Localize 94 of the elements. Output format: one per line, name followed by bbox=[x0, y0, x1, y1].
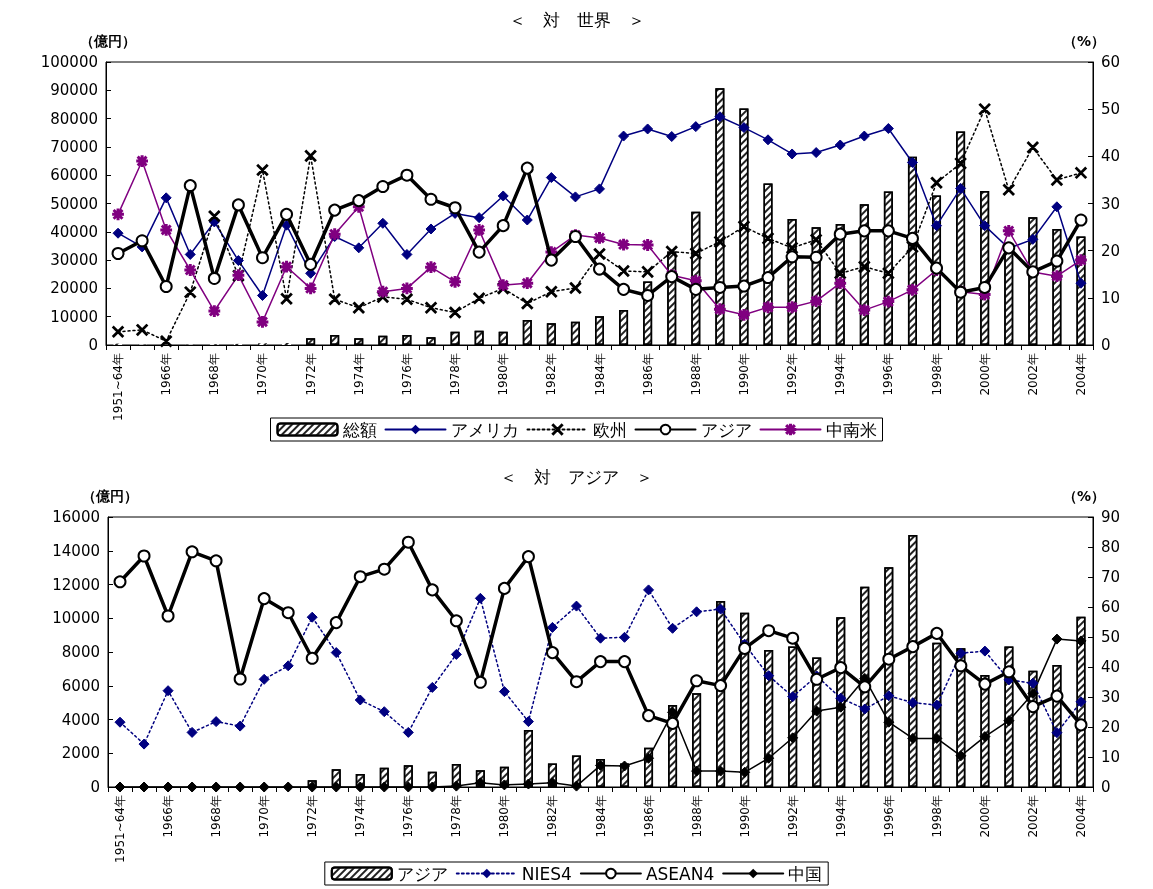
x-tick-label: 1996年 bbox=[881, 795, 896, 838]
y2-tick-label: 70 bbox=[1101, 568, 1121, 586]
legend-label: アジア bbox=[700, 419, 752, 440]
y2-tick-label: 60 bbox=[1101, 598, 1121, 616]
x-tick-label: 1996年 bbox=[881, 353, 896, 396]
x-tick-label: 1982年 bbox=[544, 353, 559, 396]
x-tick-label: 1992年 bbox=[785, 353, 800, 396]
x-tick-label: 1970年 bbox=[257, 795, 272, 838]
x-tick-label: 1966年 bbox=[159, 353, 174, 396]
y-axis-title: （億円） bbox=[80, 33, 136, 49]
y-tick-label: 100000 bbox=[40, 53, 98, 71]
y2-tick-label: 10 bbox=[1101, 748, 1121, 766]
x-tick-label: 1984年 bbox=[593, 795, 608, 838]
x-tick-label: 1988年 bbox=[689, 795, 704, 838]
y-tick-label: 6000 bbox=[61, 676, 100, 695]
x-tick-label: 1980年 bbox=[497, 795, 512, 838]
y2-tick-label: 30 bbox=[1101, 194, 1121, 213]
y2-tick-label: 10 bbox=[1101, 288, 1121, 307]
x-tick-label: 2002年 bbox=[1025, 353, 1040, 396]
legend-label: 欧州 bbox=[592, 419, 627, 440]
y-tick-label: 10000 bbox=[50, 307, 98, 326]
x-tick-label: 1986年 bbox=[640, 353, 655, 396]
y-tick-label: 30000 bbox=[50, 251, 98, 270]
x-tick-label: 1998年 bbox=[929, 795, 944, 838]
y-tick-label: 40000 bbox=[50, 222, 98, 241]
x-tick-label: 2000年 bbox=[977, 795, 992, 838]
y2-tick-label: 60 bbox=[1101, 53, 1121, 71]
y2-axis-title: （%） bbox=[1063, 33, 1106, 49]
x-tick-label: 1978年 bbox=[449, 795, 464, 838]
x-tick-label: 1990年 bbox=[737, 795, 752, 838]
x-tick-label: 1972年 bbox=[305, 795, 320, 838]
y2-tick-label: 20 bbox=[1101, 241, 1121, 260]
x-tick-label: 1988年 bbox=[688, 353, 703, 396]
x-tick-label: 1974年 bbox=[353, 795, 368, 838]
legend-label: NIES4 bbox=[521, 863, 572, 884]
y-tick-label: 10000 bbox=[52, 609, 100, 628]
x-tick-label: 1968年 bbox=[207, 353, 222, 396]
y2-tick-label: 40 bbox=[1101, 658, 1121, 676]
y-axis-title: （億円） bbox=[82, 488, 138, 504]
y2-tick-label: 80 bbox=[1101, 538, 1121, 556]
x-tick-label: 1951~64年 bbox=[113, 795, 128, 863]
legend-label: アメリカ bbox=[450, 419, 519, 440]
y2-tick-label: 40 bbox=[1101, 147, 1121, 166]
y2-tick-label: 30 bbox=[1101, 688, 1121, 706]
y2-tick-label: 50 bbox=[1101, 628, 1121, 646]
y-tick-label: 70000 bbox=[50, 137, 98, 156]
x-tick-label: 1990年 bbox=[736, 353, 751, 396]
y-tick-label: 80000 bbox=[50, 109, 98, 128]
x-tick-label: 2004年 bbox=[1073, 795, 1088, 838]
y-tick-label: 4000 bbox=[61, 710, 100, 729]
x-tick-label: 1984年 bbox=[592, 353, 607, 396]
legend-label: アジア bbox=[396, 863, 448, 884]
x-tick-label: 1994年 bbox=[833, 795, 848, 838]
x-tick-label: 1986年 bbox=[641, 795, 656, 838]
x-tick-label: 2000年 bbox=[977, 353, 992, 396]
x-tick-label: 1976年 bbox=[399, 353, 414, 396]
x-tick-label: 1982年 bbox=[545, 795, 560, 838]
y2-tick-label: 0 bbox=[1101, 336, 1111, 354]
x-tick-label: 1974年 bbox=[351, 353, 366, 396]
y-tick-label: 12000 bbox=[52, 575, 100, 594]
x-tick-label: 1951~64年 bbox=[111, 353, 126, 421]
x-tick-label: 1998年 bbox=[929, 353, 944, 396]
y2-tick-label: 20 bbox=[1101, 718, 1121, 736]
x-tick-label: 2002年 bbox=[1025, 795, 1040, 838]
y-tick-label: 50000 bbox=[50, 194, 98, 213]
y-tick-label: 20000 bbox=[50, 279, 98, 298]
y-tick-label: 8000 bbox=[61, 643, 100, 661]
legend-label: 中国 bbox=[788, 863, 823, 884]
x-tick-label: 1978年 bbox=[448, 353, 463, 396]
x-tick-label: 1976年 bbox=[401, 795, 416, 838]
y2-tick-label: 50 bbox=[1101, 100, 1121, 119]
x-tick-label: 1994年 bbox=[833, 353, 848, 396]
x-tick-label: 1968年 bbox=[209, 795, 224, 838]
y-tick-label: 90000 bbox=[50, 81, 98, 100]
x-tick-label: 1980年 bbox=[496, 353, 511, 396]
x-tick-label: 1972年 bbox=[303, 353, 318, 396]
chart-title: ＜ 対 アジア ＞ bbox=[500, 466, 653, 487]
legend-label: 中南米 bbox=[825, 419, 877, 440]
y2-axis-title: （%） bbox=[1063, 488, 1106, 504]
legend-label: ASEAN4 bbox=[645, 863, 715, 884]
chart-title: ＜ 対 世界 ＞ bbox=[508, 9, 645, 30]
legend-label: 総額 bbox=[341, 419, 377, 440]
y-tick-label: 0 bbox=[90, 778, 100, 796]
y2-tick-label: 90 bbox=[1101, 508, 1121, 526]
x-tick-label: 2004年 bbox=[1073, 353, 1088, 396]
y-tick-label: 16000 bbox=[52, 508, 100, 526]
y2-tick-label: 0 bbox=[1101, 778, 1111, 796]
y-tick-label: 0 bbox=[88, 336, 98, 354]
y-tick-label: 2000 bbox=[61, 744, 100, 763]
y-tick-label: 14000 bbox=[52, 541, 100, 560]
x-tick-label: 1970年 bbox=[255, 353, 270, 396]
x-tick-label: 1992年 bbox=[785, 795, 800, 838]
y-tick-label: 60000 bbox=[50, 166, 98, 185]
x-tick-label: 1966年 bbox=[161, 795, 176, 838]
